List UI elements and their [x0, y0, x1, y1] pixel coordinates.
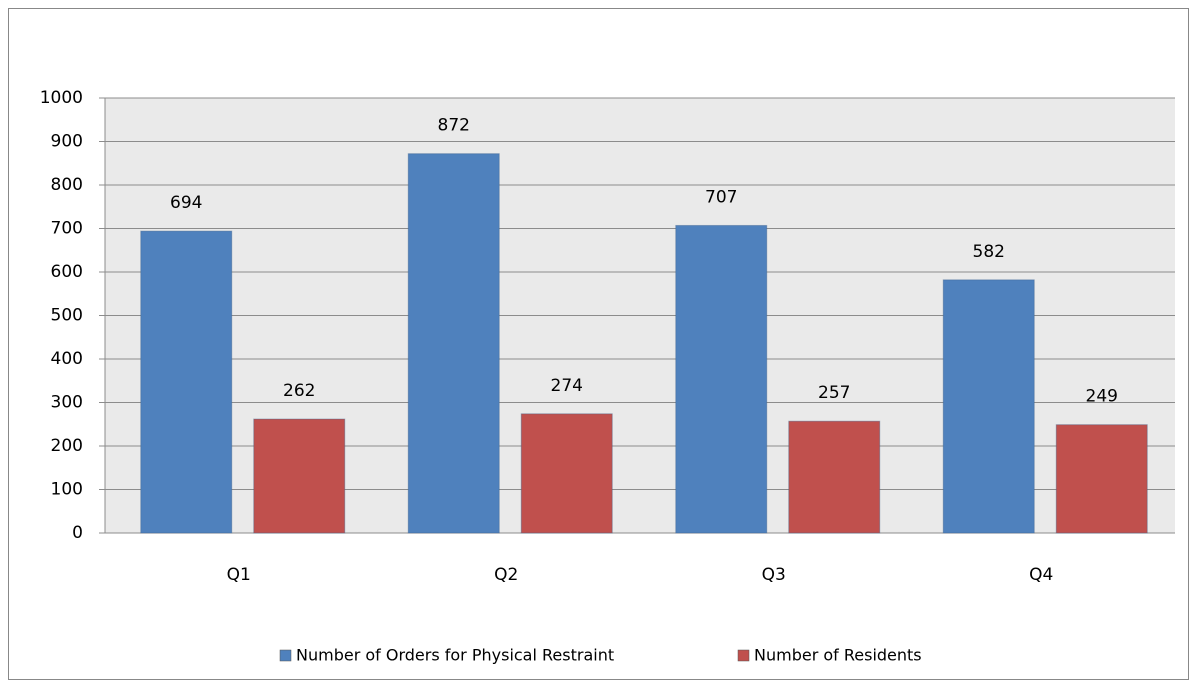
x-tick-label: Q1	[227, 565, 251, 585]
data-label: 274	[551, 376, 583, 396]
bar	[675, 224, 768, 534]
data-label: 257	[818, 383, 850, 403]
x-tick-label: Q3	[762, 565, 786, 585]
x-tick-label: Q4	[1029, 565, 1053, 585]
bar	[140, 230, 233, 534]
y-tick-label: 800	[51, 175, 83, 195]
y-tick-label: 600	[51, 262, 83, 282]
y-tick-label: 300	[51, 393, 83, 413]
legend-text: Number of Residents	[754, 646, 922, 665]
y-tick-label: 1000	[40, 88, 83, 108]
bar	[520, 413, 613, 534]
y-tick-label: 400	[51, 349, 83, 369]
legend-swatch	[737, 649, 750, 662]
data-label: 262	[283, 381, 315, 401]
y-tick-label: 200	[51, 436, 83, 456]
data-label: 582	[973, 242, 1005, 262]
y-tick-label: 900	[51, 132, 83, 152]
y-tick-label: 500	[51, 306, 83, 326]
y-tick-label: 700	[51, 219, 83, 239]
y-tick-label: 0	[72, 523, 83, 543]
data-label: 694	[170, 193, 202, 213]
bar	[253, 418, 346, 534]
x-tick-label: Q2	[494, 565, 518, 585]
bar	[407, 153, 500, 534]
legend-text: Number of Orders for Physical Restraint	[296, 646, 614, 665]
data-label: 249	[1086, 387, 1118, 407]
data-label: 707	[705, 187, 737, 207]
bar	[788, 420, 881, 534]
bar	[942, 279, 1035, 534]
legend-swatch	[279, 649, 292, 662]
bar	[1055, 424, 1148, 534]
y-tick-label: 100	[51, 480, 83, 500]
data-label: 872	[438, 116, 470, 136]
